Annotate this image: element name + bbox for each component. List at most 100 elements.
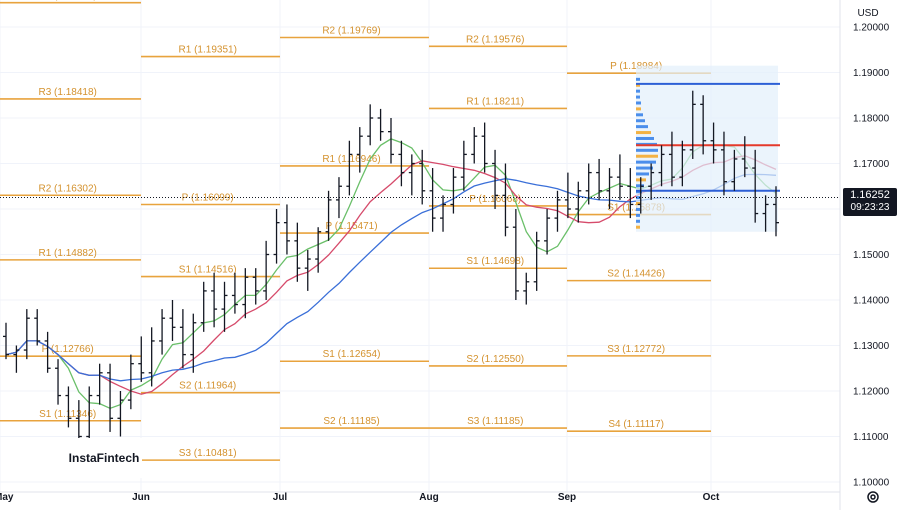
pivot-level-label: R3 (1.18418): [38, 87, 96, 98]
pivot-level-label: R2 (1.19576): [466, 34, 524, 45]
y-tick-label: 1.18000: [853, 114, 890, 125]
candle: [325, 190, 332, 241]
settings-gear-icon[interactable]: [864, 488, 882, 506]
candle: [3, 322, 9, 360]
x-tick-label: Oct: [703, 492, 720, 503]
pivot-level-label: P (1.12766): [42, 344, 94, 355]
pivot-level-label: S2 (1.14426): [607, 269, 665, 280]
volume-profile-bar: [636, 225, 640, 229]
candle: [502, 163, 509, 237]
candle: [44, 331, 51, 373]
volume-profile-bar: [636, 166, 653, 170]
y-tick-label: 1.15000: [853, 250, 890, 261]
candle: [159, 309, 166, 355]
y-tick-label: 1.20000: [853, 23, 890, 34]
candle: [460, 140, 467, 191]
pivot-level-label: R2 (1.16302): [38, 183, 96, 194]
y-tick-label: 1.13000: [853, 341, 890, 352]
candle: [252, 268, 259, 305]
x-tick-label: Aug: [419, 492, 438, 503]
volume-profile-bar: [636, 101, 641, 105]
candle: [450, 168, 457, 214]
x-tick-label: May: [0, 492, 14, 503]
candle: [211, 272, 218, 328]
x-tick-label: Jun: [132, 492, 150, 503]
candle: [117, 391, 124, 437]
volume-profile-bar: [636, 219, 640, 223]
volume-profile-bar: [636, 207, 640, 211]
candle: [731, 149, 738, 191]
candle: [96, 363, 103, 405]
last-price-value: 1.16252: [850, 189, 890, 201]
volume-profile-bar: [636, 202, 641, 206]
candle: [398, 140, 405, 187]
candle: [700, 95, 707, 155]
y-tick-label: 1.12000: [853, 387, 890, 398]
volume-profile: [636, 65, 780, 232]
pivot-level-label: S4 (1.11117): [608, 419, 664, 430]
volume-profile-bar: [636, 83, 640, 87]
brand-watermark: InstaFintech: [66, 438, 142, 478]
candle: [492, 149, 499, 209]
candle: [169, 300, 176, 341]
x-tick-label: Jul: [273, 492, 288, 503]
candle: [23, 309, 30, 360]
candle: [263, 240, 270, 300]
candle: [283, 204, 290, 255]
candle: [523, 272, 530, 305]
volume-profile-bar: [636, 136, 654, 140]
candle: [221, 281, 228, 332]
pivot-level-label: R1 (1.18211): [466, 96, 524, 107]
candle: [627, 168, 634, 219]
volume-profile-bar: [636, 160, 656, 164]
candles: [3, 90, 779, 455]
candle: [190, 313, 197, 373]
candle: [773, 186, 779, 237]
candle: [294, 222, 301, 282]
candle: [648, 163, 655, 200]
candle: [408, 154, 415, 196]
volume-profile-bar: [636, 113, 643, 117]
candle: [429, 168, 436, 232]
bar-countdown: 09:23:23: [850, 202, 890, 213]
candle: [107, 363, 114, 432]
candle: [440, 195, 447, 232]
candle: [575, 181, 582, 223]
y-tick-label: 1.10000: [853, 478, 890, 489]
candle: [377, 108, 384, 141]
volume-profile-bar: [636, 125, 648, 129]
pivot-level-label: R2 (1.19769): [322, 26, 380, 37]
candle: [533, 231, 540, 291]
candle: [689, 90, 696, 159]
candle: [34, 309, 41, 346]
y-tick-label: 1.17000: [853, 159, 890, 170]
currency-selector[interactable]: USD: [857, 7, 879, 19]
candle: [127, 354, 134, 410]
candle: [637, 177, 644, 214]
candle: [13, 345, 20, 373]
volume-profile-bar: [636, 131, 651, 135]
candle: [752, 149, 759, 223]
pivot-level-label: S1 (1.11346): [39, 409, 96, 420]
pivot-level-label: S3 (1.11185): [467, 416, 523, 427]
y-tick-label: 1.19000: [853, 68, 890, 79]
candle: [335, 177, 342, 219]
pivot-level-label: S3 (1.10481): [179, 448, 237, 459]
candle: [544, 209, 551, 255]
pivot-level-label: S1 (1.14516): [179, 265, 237, 276]
volume-profile-bar: [636, 172, 649, 176]
last-price-tag: 1.16252 09:23:23: [843, 188, 897, 216]
candle: [346, 140, 353, 196]
pivot-level-label: S2 (1.11964): [179, 381, 236, 392]
volume-profile-area: [636, 65, 778, 232]
y-tick-label: 1.14000: [853, 296, 890, 307]
candle: [616, 154, 623, 200]
candle: [710, 122, 717, 164]
candle: [419, 149, 426, 205]
pivot-level-label: R4 (1.20535): [38, 0, 96, 2]
candle: [55, 359, 62, 405]
volume-profile-bar: [636, 184, 644, 188]
